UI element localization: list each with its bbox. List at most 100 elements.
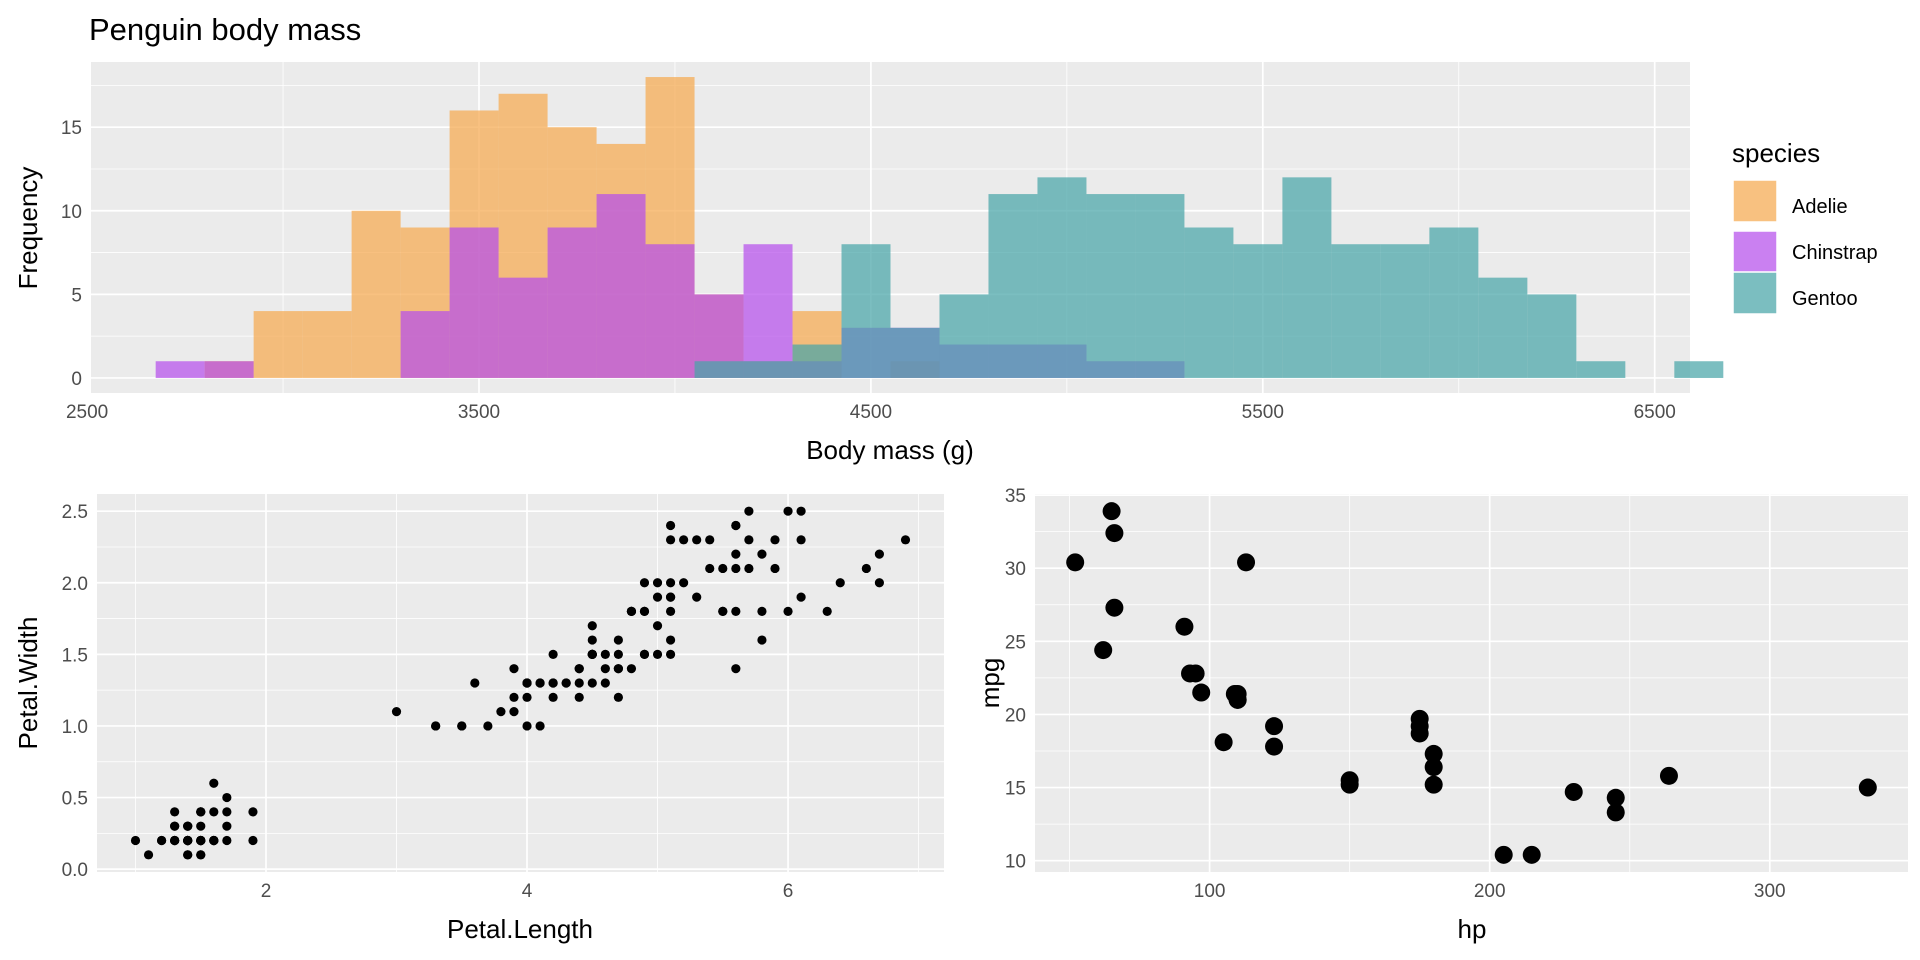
mpg-scatter-panel (1035, 494, 1908, 872)
legend-label-adelie: Adelie (1792, 196, 1848, 218)
data-point (744, 506, 754, 516)
data-point (1192, 683, 1211, 702)
data-point (130, 835, 141, 846)
y-axis-title: Frequency (13, 167, 43, 290)
data-point (196, 821, 206, 831)
petal-scatter-y-axis: 0.0 0.5 1.0 1.5 2.0 2.5 (62, 502, 88, 881)
x-tick-label: 6500 (1634, 402, 1676, 423)
data-point (209, 778, 219, 788)
data-point (665, 535, 676, 545)
x-tick-label: 100 (1194, 881, 1226, 902)
data-point (600, 664, 610, 674)
bar-gentoo (1527, 294, 1577, 378)
data-point (1522, 845, 1541, 864)
petal-scatter-x-axis: 2 4 6 (261, 881, 794, 902)
data-point (431, 721, 441, 731)
data-point (1066, 553, 1085, 572)
y-tick-label: 5 (71, 285, 82, 306)
bar-gentoo (1037, 177, 1087, 378)
data-point (248, 835, 258, 846)
bar-gentoo (1576, 361, 1626, 378)
bar-gentoo (988, 194, 1038, 378)
legend-swatch-chinstrap (1732, 230, 1778, 274)
data-point (222, 792, 232, 803)
legend: species Adelie Chinstrap Gentoo (1732, 138, 1878, 315)
data-point (613, 664, 623, 674)
y-tick-label: 0.0 (62, 860, 88, 881)
x-tick-label: 200 (1474, 881, 1506, 902)
data-point (770, 563, 780, 574)
data-point (222, 807, 232, 817)
data-point (679, 535, 689, 545)
data-point (796, 506, 806, 516)
data-point (157, 835, 167, 846)
legend-label-gentoo: Gentoo (1792, 288, 1858, 310)
y-tick-label: 15 (1005, 779, 1026, 800)
mpg-scatter-y-axis: 10 15 20 25 30 35 (1005, 486, 1026, 873)
data-point (1265, 717, 1284, 736)
data-point (209, 807, 219, 817)
data-point (196, 835, 206, 846)
data-point (587, 678, 597, 688)
data-point (652, 621, 663, 631)
x-tick-label: 4 (522, 881, 533, 902)
data-point (587, 635, 597, 645)
data-point (613, 649, 623, 659)
data-point (535, 678, 545, 688)
data-point (874, 549, 884, 559)
petal-scatter-panel (97, 494, 944, 872)
bar-adelie (302, 311, 352, 378)
data-point (1494, 845, 1513, 864)
bar-gentoo (792, 344, 842, 378)
data-point (183, 850, 193, 860)
bar-gentoo (1478, 277, 1528, 378)
data-point (757, 606, 767, 617)
bar-gentoo (1184, 227, 1234, 378)
bar-gentoo (1135, 194, 1185, 378)
bar-gentoo (1674, 361, 1724, 378)
bar-chinstrap (449, 227, 499, 378)
data-point (183, 835, 193, 846)
data-point (1214, 733, 1233, 752)
data-point (587, 621, 597, 631)
data-point (639, 578, 650, 588)
data-point (535, 721, 545, 731)
data-point (1564, 782, 1583, 801)
data-point (1340, 775, 1359, 794)
data-point (509, 707, 519, 717)
data-point (600, 678, 610, 688)
data-point (548, 692, 558, 702)
data-point (705, 535, 715, 545)
x-axis-title: hp (1458, 914, 1487, 944)
data-point (861, 563, 871, 574)
data-point (731, 563, 741, 574)
data-point (900, 535, 911, 545)
bar-gentoo (1331, 244, 1381, 378)
data-point (196, 807, 206, 817)
data-point (874, 578, 884, 588)
data-point (1424, 758, 1443, 777)
petal-scatter-points (130, 506, 911, 860)
x-tick-label: 3500 (458, 402, 500, 423)
y-tick-label: 25 (1005, 632, 1026, 653)
data-point (1225, 684, 1244, 703)
y-tick-label: 0.5 (62, 789, 88, 810)
y-tick-label: 1.5 (62, 645, 88, 666)
bar-gentoo (939, 294, 989, 378)
data-point (509, 664, 519, 674)
bar-gentoo (1282, 177, 1332, 378)
data-point (783, 506, 793, 516)
data-point (1102, 502, 1121, 521)
y-axis-title: Petal.Width (13, 617, 43, 750)
data-point (796, 592, 806, 602)
bar-chinstrap (400, 311, 450, 378)
data-point (1858, 778, 1877, 797)
bar-chinstrap (155, 361, 205, 378)
data-point (692, 535, 702, 545)
data-point (744, 563, 754, 574)
y-tick-label: 15 (61, 118, 82, 139)
mpg-scatter-chart: 10 15 20 25 30 35 100 200 300 hp mpg (975, 486, 1908, 944)
bar-gentoo (743, 361, 793, 378)
data-point (626, 606, 637, 617)
data-point (639, 606, 650, 617)
